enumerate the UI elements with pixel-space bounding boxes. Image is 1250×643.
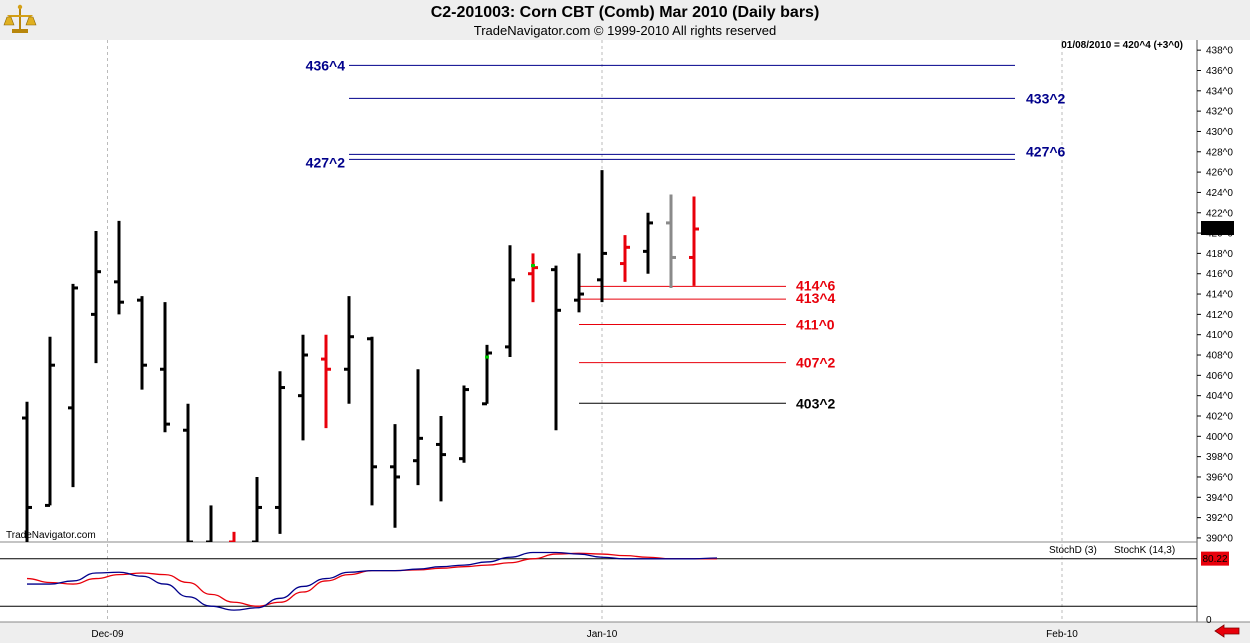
price-bar: [574, 253, 584, 313]
price-tick-label: 432^0: [1206, 107, 1233, 118]
price-bar: [275, 371, 285, 534]
price-bar: [298, 334, 308, 441]
signal-dot: [531, 264, 535, 268]
price-bar: [482, 344, 492, 406]
price-tick-label: 396^0: [1206, 472, 1233, 483]
trade-navigator-logo-icon: [3, 4, 37, 33]
watermark-text: TradeNavigator.com: [6, 530, 96, 541]
price-bar: [505, 245, 515, 358]
price-axis-panel: [1197, 40, 1250, 643]
price-bar: [91, 231, 101, 364]
last-price-info: 01/08/2010 = 420^4 (+3^0): [1061, 40, 1183, 51]
stoch-legend-label: StochK (14,3): [1114, 545, 1175, 556]
price-bar: [22, 401, 32, 542]
price-tick-label: 390^0: [1206, 533, 1233, 544]
level-label: 411^0: [796, 317, 835, 333]
price-tick-label: 410^0: [1206, 330, 1233, 341]
price-bar: [137, 296, 147, 390]
price-bar: [252, 476, 262, 542]
price-bar: [68, 283, 78, 488]
price-tick-label: 424^0: [1206, 188, 1233, 199]
last-price-tag-text: 420^4: [1204, 223, 1231, 234]
price-bar: [367, 336, 377, 506]
price-bar: [160, 302, 170, 433]
price-tick-label: 428^0: [1206, 147, 1233, 158]
price-tick-label: 408^0: [1206, 351, 1233, 362]
price-bar: [114, 220, 124, 315]
level-label: 403^2: [796, 395, 836, 411]
stoch-series-line: [27, 551, 718, 611]
stoch-value-tag-text: 80.22: [1202, 554, 1227, 565]
last-price-tag: [1201, 220, 1234, 235]
price-bar: [206, 505, 213, 542]
chart-copyright: TradeNavigator.com © 1999-2010 All right…: [473, 23, 777, 38]
stoch-value-tag: [1201, 551, 1229, 566]
price-bar: [413, 369, 423, 486]
price-bar: [321, 334, 331, 429]
price-tick-label: 404^0: [1206, 391, 1233, 402]
date-tick-label: Dec-09: [91, 629, 124, 640]
level-label: 427^2: [306, 154, 346, 170]
date-axis-panel: [0, 622, 1250, 643]
price-tick-label: 436^0: [1206, 66, 1233, 77]
price-tick-label: 418^0: [1206, 249, 1233, 260]
price-tick-label: 398^0: [1206, 452, 1233, 463]
date-tick-label: Feb-10: [1046, 629, 1078, 640]
price-bar: [643, 212, 653, 274]
price-bar: [597, 170, 607, 303]
date-tick-label: Jan-10: [587, 629, 618, 640]
price-tick-label: 414^0: [1206, 290, 1233, 301]
price-tick-label: 394^0: [1206, 493, 1233, 504]
signal-dot: [485, 355, 489, 359]
price-bar: [689, 196, 699, 286]
price-tick-label: 392^0: [1206, 513, 1233, 524]
price-tick-label: 402^0: [1206, 411, 1233, 422]
price-tick-label: 434^0: [1206, 86, 1233, 97]
price-tick-label: 438^0: [1206, 46, 1233, 57]
price-bar: [45, 336, 55, 507]
price-bar: [459, 385, 469, 463]
price-bar: [229, 531, 236, 542]
chart-title: C2-201003: Corn CBT (Comb) Mar 2010 (Dai…: [430, 4, 820, 21]
price-bar: [436, 415, 446, 502]
price-tick-label: 412^0: [1206, 310, 1233, 321]
price-bar: [390, 424, 400, 528]
chart-canvas: Dec-09 Jan-10 Feb-10 390^0 392^0 394^0 396^0 39…: [0, 40, 1250, 643]
scroll-left-arrow-icon[interactable]: [1213, 624, 1241, 638]
price-tick-label: 422^0: [1206, 208, 1233, 219]
price-tick-label: 406^0: [1206, 371, 1233, 382]
price-tick-label: 426^0: [1206, 168, 1233, 179]
price-bar: [620, 235, 630, 282]
level-label: 407^2: [796, 355, 836, 371]
stoch-legend-label: StochD (3): [1049, 545, 1097, 556]
price-bars-group: [22, 170, 699, 542]
price-tick-label: 416^0: [1206, 269, 1233, 280]
chart-header: C2-201003: Corn CBT (Comb) Mar 2010 (Dai…: [0, 0, 1250, 41]
level-label: 414^6: [796, 277, 836, 293]
level-label: 433^2: [1026, 90, 1066, 106]
level-label: 436^4: [306, 57, 346, 73]
stoch-tick-label: 0: [1206, 615, 1212, 626]
price-bar: [551, 265, 561, 431]
level-label: 427^6: [1026, 143, 1066, 159]
price-bar: [666, 194, 676, 288]
price-tick-label: 400^0: [1206, 432, 1233, 443]
price-tick-label: 430^0: [1206, 127, 1233, 138]
price-bar: [183, 403, 193, 542]
price-bar: [344, 296, 354, 404]
price-bar: [528, 253, 538, 303]
level-label: 413^4: [796, 290, 836, 306]
